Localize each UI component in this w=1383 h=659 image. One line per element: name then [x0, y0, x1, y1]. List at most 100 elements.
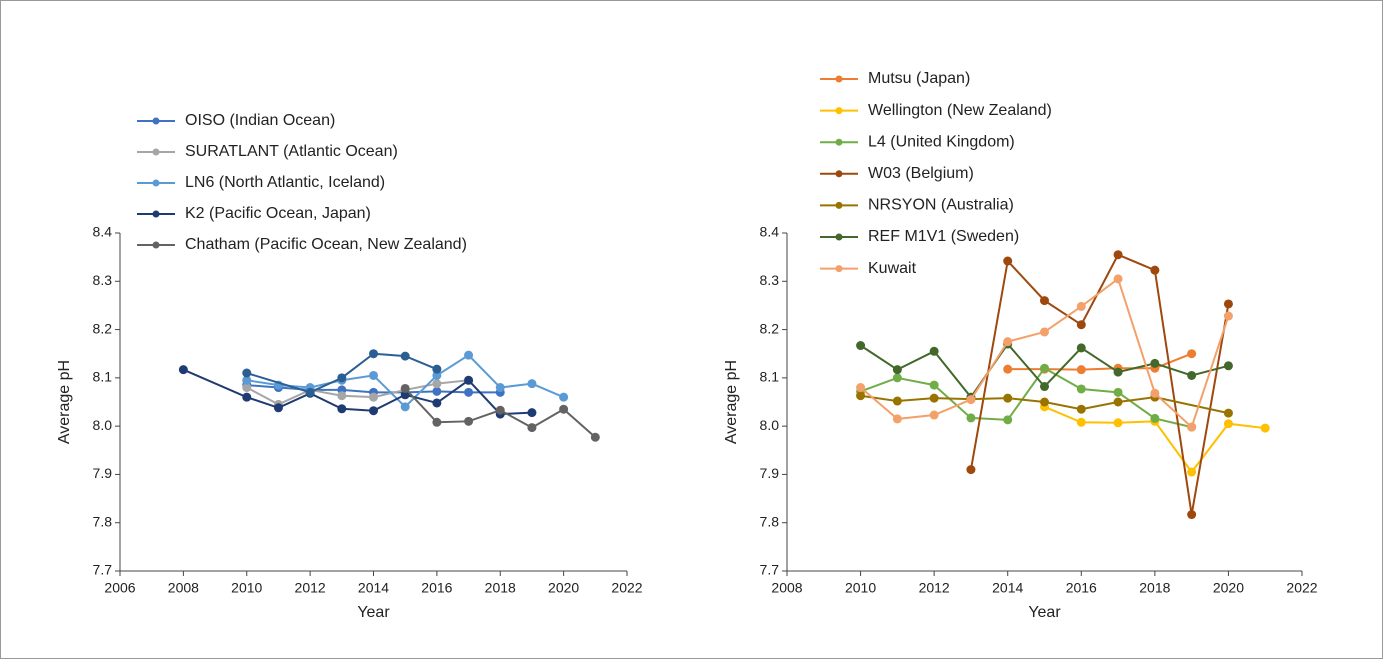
- data-point: [369, 406, 378, 416]
- data-point: [1260, 423, 1270, 433]
- data-point: [337, 404, 347, 414]
- data-point: [1150, 358, 1160, 368]
- y-tick-label: 7.8: [93, 513, 113, 529]
- data-point: [1113, 418, 1123, 428]
- data-point: [929, 346, 939, 356]
- data-point: [1113, 367, 1123, 377]
- data-point: [369, 392, 378, 402]
- data-point: [432, 417, 442, 427]
- legend-label: NRSYON (Australia): [868, 197, 1014, 214]
- data-point: [1187, 467, 1197, 477]
- data-point: [966, 395, 976, 405]
- data-point: [929, 380, 939, 390]
- legend-label: SURATLANT (Atlantic Ocean): [185, 143, 398, 160]
- x-tick-label: 2010: [231, 580, 262, 596]
- data-point: [892, 373, 902, 383]
- x-tick-label: 2014: [358, 580, 389, 596]
- data-point: [559, 392, 569, 402]
- data-point: [527, 379, 537, 389]
- data-point: [242, 375, 252, 385]
- x-tick-label: 2018: [1139, 580, 1170, 596]
- data-point: [1187, 349, 1197, 359]
- legend-marker: [152, 179, 160, 187]
- legend-label: REF M1V1 (Sweden): [868, 228, 1019, 245]
- y-tick-label: 7.8: [760, 513, 780, 529]
- data-point: [527, 408, 537, 418]
- data-point: [1003, 364, 1013, 374]
- data-point: [1187, 370, 1197, 380]
- data-point: [337, 391, 347, 401]
- x-tick-label: 2010: [845, 580, 876, 596]
- legend-marker: [835, 201, 843, 209]
- data-point: [1076, 417, 1086, 427]
- data-point: [1076, 320, 1086, 330]
- legend-marker: [152, 148, 160, 156]
- x-axis-title: Year: [357, 604, 390, 621]
- x-tick-label: 2022: [1286, 580, 1317, 596]
- data-point: [1003, 415, 1013, 425]
- legend-marker: [835, 138, 843, 146]
- y-tick-label: 8.2: [760, 320, 780, 336]
- data-point: [856, 391, 866, 401]
- data-point: [527, 423, 537, 433]
- data-point: [1076, 404, 1086, 414]
- legend-marker: [152, 117, 160, 125]
- y-tick-label: 8.3: [93, 272, 113, 288]
- data-point: [1150, 265, 1160, 275]
- y-tick-label: 8.2: [93, 320, 113, 336]
- x-axis-title: Year: [1028, 604, 1061, 621]
- data-point: [400, 351, 410, 361]
- y-axis-title: Average pH: [723, 360, 740, 444]
- data-point: [1187, 510, 1197, 520]
- legend-label: LN6 (North Atlantic, Iceland): [185, 174, 385, 191]
- y-tick-label: 8.0: [760, 417, 780, 433]
- data-point: [369, 370, 378, 380]
- legend-label: Wellington (New Zealand): [868, 102, 1052, 119]
- data-point: [495, 405, 505, 415]
- data-point: [966, 465, 976, 475]
- data-point: [1113, 274, 1123, 284]
- data-point: [464, 416, 474, 426]
- y-tick-label: 7.7: [93, 562, 113, 578]
- data-point: [1113, 387, 1123, 397]
- x-tick-label: 2014: [992, 580, 1023, 596]
- data-point: [400, 383, 410, 393]
- legend-label: L4 (United Kingdom): [868, 133, 1015, 150]
- data-point: [337, 373, 347, 383]
- series-line: [860, 366, 1192, 429]
- data-point: [242, 383, 252, 393]
- data-point: [856, 341, 866, 351]
- y-tick-label: 8.1: [93, 369, 113, 385]
- data-point: [369, 349, 378, 359]
- data-point: [1040, 327, 1049, 337]
- y-tick-label: 7.9: [93, 465, 113, 481]
- legend-marker: [835, 75, 843, 83]
- data-point: [273, 403, 283, 413]
- x-tick-label: 2008: [771, 580, 802, 596]
- x-tick-label: 2016: [1066, 580, 1097, 596]
- data-point: [1223, 408, 1233, 418]
- legend-label: OISO (Indian Ocean): [185, 112, 335, 129]
- legend-marker: [835, 265, 843, 273]
- y-tick-label: 8.0: [93, 417, 113, 433]
- legend-marker: [152, 210, 160, 218]
- data-point: [305, 387, 315, 397]
- x-tick-label: 2012: [919, 580, 950, 596]
- data-point: [1113, 397, 1123, 407]
- data-point: [1223, 299, 1233, 309]
- data-point: [432, 398, 442, 408]
- y-tick-label: 8.4: [760, 224, 780, 240]
- series-line: [246, 352, 438, 394]
- data-point: [1150, 413, 1160, 423]
- data-point: [242, 368, 252, 378]
- data-point: [892, 414, 902, 424]
- series-line: [860, 394, 1229, 415]
- data-point: [1076, 343, 1086, 353]
- data-point: [1223, 311, 1233, 321]
- legend-marker: [835, 170, 843, 178]
- data-point: [1113, 250, 1123, 260]
- legend-label: K2 (Pacific Ocean, Japan): [185, 205, 371, 222]
- data-point: [1187, 422, 1197, 432]
